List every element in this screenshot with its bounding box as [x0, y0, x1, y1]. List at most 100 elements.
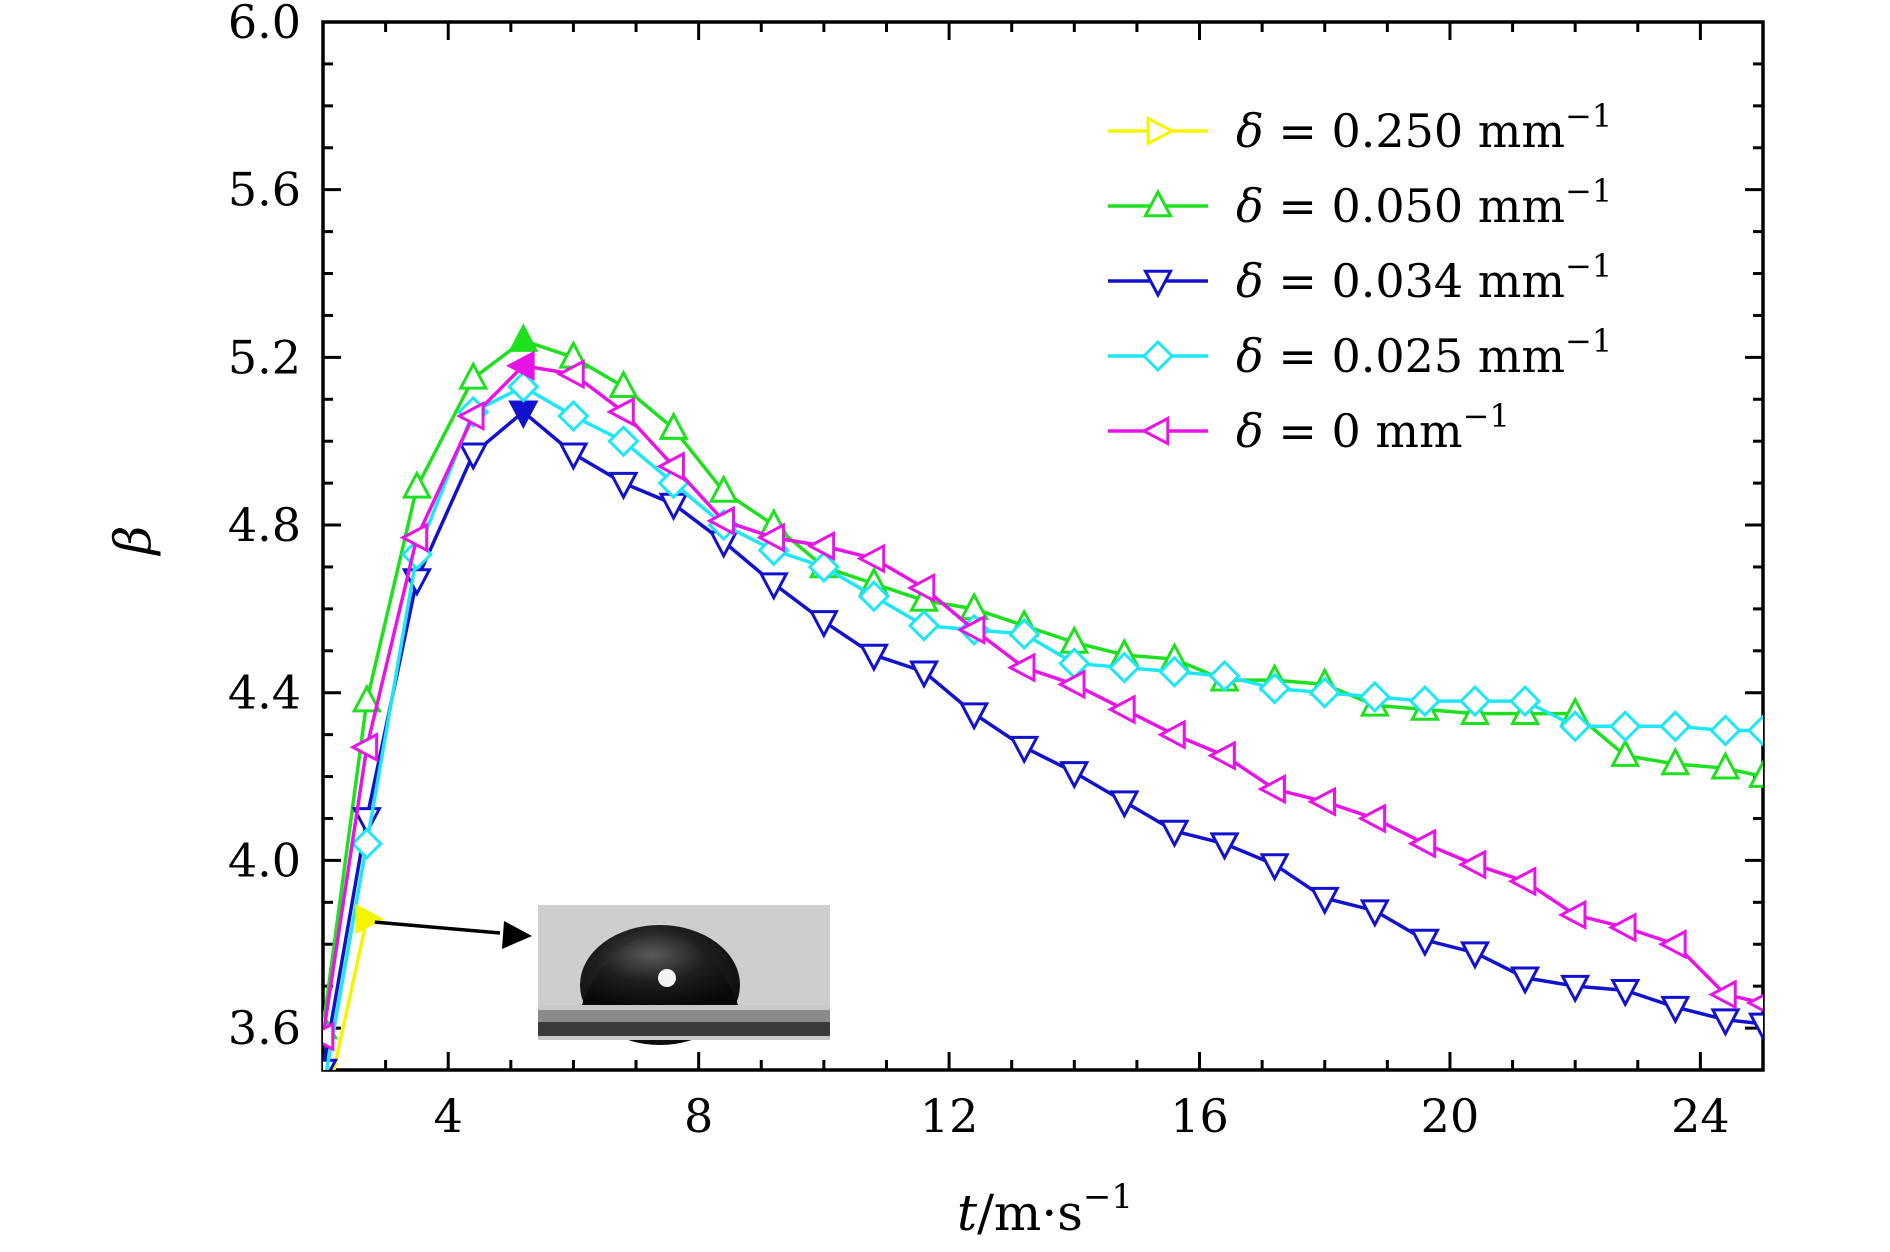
legend-label: δ = 0.250 mm−1 [1236, 97, 1612, 158]
data-point [458, 361, 489, 390]
data-point [349, 732, 379, 763]
data-point [1407, 828, 1437, 859]
data-point [1608, 912, 1637, 943]
legend-marker [1146, 115, 1176, 147]
y-tick-label: 3.6 [228, 1001, 301, 1055]
data-point [1408, 684, 1442, 718]
svg-text:t/m·s−1: t/m·s−1 [957, 1177, 1133, 1242]
axis-ticks [321, 20, 1765, 1072]
data-point [1660, 746, 1691, 776]
x-tick-label: 16 [1170, 1089, 1229, 1143]
data-point [399, 522, 429, 553]
data-point [706, 505, 735, 536]
data-point [1609, 710, 1642, 743]
data-point [1708, 979, 1737, 1010]
series-4 [323, 350, 1763, 1052]
data-point [1109, 790, 1140, 819]
data-point [1158, 655, 1191, 688]
data-point [1009, 735, 1040, 765]
data-point [1107, 694, 1136, 725]
data-point [557, 399, 590, 433]
data-point [313, 1108, 337, 1133]
inset-droplet-photo [538, 905, 830, 1045]
data-point [1108, 651, 1141, 684]
y-tick-labels: 3.6 4.0 4.4 4.8 5.2 5.6 6.0 [228, 0, 301, 1055]
data-point [1710, 750, 1741, 780]
x-axis-exp: −1 [1083, 1177, 1133, 1217]
data-point [556, 359, 585, 390]
legend-marker [1142, 269, 1174, 299]
x-tick-labels: 4 8 12 16 20 24 [434, 1089, 1730, 1143]
legend-label: δ = 0.025 mm−1 [1236, 322, 1612, 383]
data-point [1209, 832, 1240, 861]
data-point [1610, 979, 1641, 1008]
data-point [1559, 710, 1592, 743]
data-point [858, 643, 890, 673]
data-point [1007, 652, 1036, 683]
legend-entry: δ = 0.025 mm−1 [1108, 322, 1612, 383]
data-point [608, 471, 639, 501]
data-point [1507, 866, 1537, 897]
y-tick-label: 5.2 [228, 330, 301, 384]
legend-entry: δ = 0.250 mm−1 [1108, 97, 1612, 158]
series-1 [323, 323, 1763, 1040]
data-point [1309, 886, 1340, 916]
x-tick-label: 12 [920, 1089, 979, 1143]
data-point [506, 350, 535, 381]
data-point [1357, 803, 1387, 834]
data-point [456, 400, 485, 432]
data-point [806, 530, 836, 562]
data-point [856, 543, 886, 574]
data-point [1258, 672, 1291, 705]
data-point [1557, 899, 1587, 930]
data-point [1307, 786, 1337, 817]
x-tick-label: 8 [684, 1089, 713, 1143]
svg-text:β: β [104, 526, 162, 557]
data-point [508, 400, 539, 430]
data-point [1359, 899, 1390, 928]
data-point [1659, 710, 1692, 743]
series-3 [324, 370, 1763, 1070]
data-point [857, 580, 891, 613]
data-point [1509, 966, 1541, 995]
y-tick-label: 5.6 [228, 163, 301, 217]
data-point [1660, 995, 1691, 1025]
data-point [758, 572, 789, 601]
data-point [1057, 669, 1086, 700]
annotated-data-point [355, 903, 385, 935]
data-point [507, 370, 540, 403]
data-point [807, 550, 840, 584]
x-tick-label: 24 [1671, 1089, 1730, 1143]
legend-marker [1140, 415, 1170, 447]
data-point [956, 614, 986, 645]
data-point [1745, 993, 1763, 1013]
y-tick-label: 4.8 [228, 498, 301, 552]
x-axis-unit: /m·s [977, 1184, 1083, 1242]
y-axis-label: β [104, 526, 162, 557]
data-point [1746, 714, 1763, 747]
x-tick-label: 20 [1421, 1089, 1480, 1143]
data-point [1658, 929, 1687, 960]
legend-label: δ = 0.050 mm−1 [1236, 172, 1612, 233]
data-point [1409, 928, 1441, 958]
data-point [323, 1021, 335, 1052]
data-point [508, 323, 539, 352]
legend-label: δ = 0 mm−1 [1236, 397, 1510, 458]
data-point [1159, 819, 1190, 849]
data-point [1457, 849, 1487, 880]
data-point [906, 572, 936, 604]
data-point [323, 1058, 339, 1070]
data-point [351, 683, 382, 713]
data-point [808, 610, 839, 639]
data-point [1508, 684, 1542, 718]
data-point [658, 411, 689, 440]
data-point [350, 827, 383, 860]
data-point [1710, 1008, 1741, 1037]
series-2 [323, 400, 1763, 1070]
data-point [1459, 941, 1491, 970]
legend-entry: δ = 0 mm−1 [1108, 397, 1510, 458]
data-point [608, 369, 639, 399]
data-point [959, 702, 990, 731]
data-point [401, 470, 433, 499]
